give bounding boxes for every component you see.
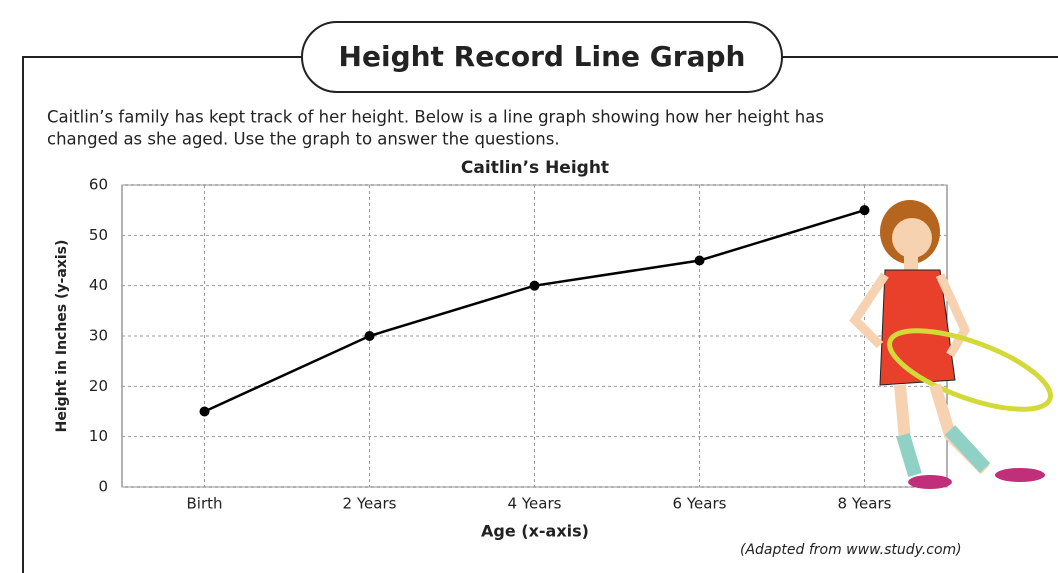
x-axis-title: Age (x-axis) (481, 522, 589, 541)
y-tick-label: 50 (89, 226, 108, 244)
x-tick-label: 6 Years (673, 495, 727, 513)
data-point (200, 407, 210, 417)
x-tick-label: 2 Years (343, 495, 397, 513)
y-tick-label: 40 (89, 276, 108, 294)
plot: 0 10 20 30 40 50 60 Birth 2 Years 4 Years 6 Years 8… (89, 176, 947, 513)
intro-line: changed as she aged. Use the graph to an… (47, 130, 560, 149)
y-axis-title: Height in Inches (y-axis) (54, 240, 70, 433)
x-tick-label: Birth (186, 495, 222, 513)
worksheet-title: Height Record Line Graph (339, 40, 746, 73)
intro-line: Caitlin’s family has kept track of her h… (47, 108, 824, 127)
chart-title: Caitlin’s Height (461, 158, 609, 178)
y-tick-label: 10 (89, 427, 108, 445)
credit: (Adapted from www.study.com) (740, 542, 962, 558)
y-tick-label: 0 (98, 478, 108, 496)
y-tick-label: 20 (89, 377, 108, 395)
y-tick-label: 60 (89, 176, 108, 194)
data-point (860, 205, 870, 215)
worksheet: Height Record Line Graph Caitlin’s famil… (0, 0, 1058, 573)
data-point (365, 331, 375, 341)
y-tick-label: 30 (89, 327, 108, 345)
x-tick-label: 8 Years (838, 495, 892, 513)
data-point (695, 256, 705, 266)
x-tick-label: 4 Years (508, 495, 562, 513)
data-point (530, 281, 540, 291)
